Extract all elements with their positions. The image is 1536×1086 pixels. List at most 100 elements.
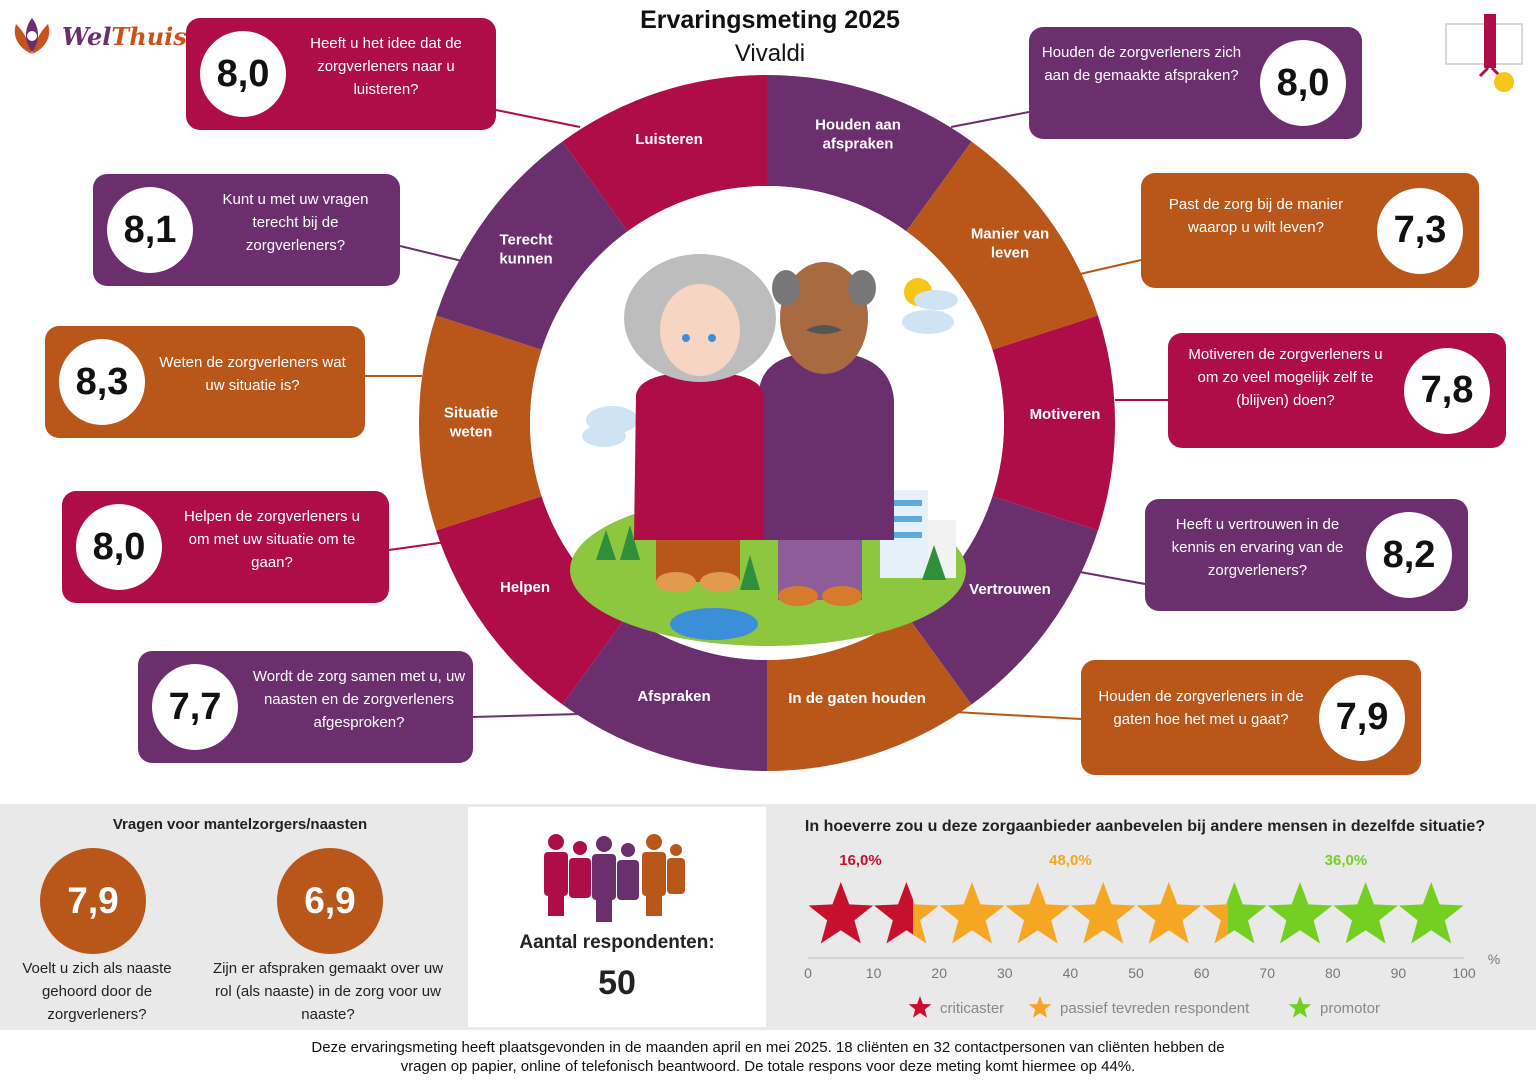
footer-line-1: Deze ervaringsmeting heeft plaatsgevonde… — [311, 1039, 1225, 1056]
score-card: 8,1 Kunt u met uw vragen terecht bij de z… — [93, 174, 400, 286]
respondents-label: Aantal respondenten: — [519, 932, 715, 953]
ring-segment-label: Vertrouwen — [969, 581, 1051, 598]
score-card: 8,0 Helpen de zorgverleners u om met uw s… — [62, 491, 389, 603]
mantelzorg-question-2: Zijn er afspraken gemaakt over uw rol (a… — [212, 960, 444, 1023]
score-value: 8,1 — [107, 187, 193, 273]
rating-star — [874, 882, 939, 944]
score-question: Weten de zorgverleners wat uw situatie i… — [159, 354, 346, 394]
percentage-label: 16,0% — [839, 852, 882, 869]
score-question: Houden de zorgverleners zich aan de gema… — [1041, 44, 1242, 84]
recommend-chart: 16,0% 48,0% 36,0% 0 10 20 30 40 50 60 70 80 90 100% cr… — [804, 852, 1500, 1018]
page-subtitle: Vivaldi — [734, 40, 806, 67]
ring-segment-label: Afspraken — [637, 688, 710, 705]
x-tick-label: 100 — [1452, 965, 1476, 981]
score-question: Kunt u met uw vragen terecht bij de zorg… — [222, 191, 369, 254]
score-value: 8,2 — [1366, 512, 1452, 598]
rating-star — [808, 882, 874, 944]
mantelzorg-score-1: 7,9 — [40, 848, 146, 954]
ring-segment-label: Manier van leven — [971, 225, 1049, 261]
ring-segment — [562, 614, 767, 771]
mantelzorg-question-1: Voelt u zich als naaste gehoord door de … — [22, 960, 172, 1023]
footer-note: Deze ervaringsmeting heeft plaatsgevonde… — [200, 1038, 1336, 1076]
score-card: 8,0 Houden de zorgverleners zich aan de g… — [1029, 27, 1362, 139]
respondents-panel — [468, 807, 766, 1027]
flower-logo-icon — [14, 18, 50, 54]
elderly-couple-illustration — [570, 254, 966, 646]
welthuis-logo: WelThuis — [8, 14, 187, 58]
score-value: 8,3 — [59, 339, 145, 425]
rating-star — [1398, 882, 1464, 944]
legend-star-icon — [1028, 996, 1052, 1018]
ring-segment-label: Luisteren — [635, 131, 703, 148]
score-question: Past de zorg bij de manier waarop u wilt… — [1168, 196, 1344, 236]
ring-segment — [436, 141, 628, 350]
connector-line — [399, 245, 463, 262]
rating-star — [1267, 882, 1333, 944]
ring-segment — [562, 75, 767, 232]
footer-line-2: vragen op papier, online of telefonisch … — [400, 1058, 1136, 1075]
score-value: 7,3 — [1377, 187, 1463, 274]
rating-star — [939, 882, 1005, 944]
connector-line — [1079, 571, 1146, 585]
score-card: 8,2 Heeft u vertrouwen in de kennis en er… — [1145, 499, 1468, 611]
percentage-label: 48,0% — [1049, 852, 1092, 869]
x-tick-label: 20 — [931, 965, 947, 981]
score-question: Helpen de zorgverleners u om met uw situ… — [184, 508, 360, 571]
score-value: 8,0 — [76, 504, 162, 590]
ring-segment — [906, 141, 1098, 350]
score-card: 7,9 Houden de zorgverleners in de gaten h… — [1081, 660, 1421, 775]
x-tick-label: 70 — [1259, 965, 1275, 981]
ring-segment-label: Situatie weten — [444, 404, 498, 440]
rating-star — [1005, 882, 1070, 944]
connector-lines — [365, 109, 1168, 720]
rating-star — [1333, 882, 1398, 944]
x-tick-label: 10 — [866, 965, 882, 981]
facit-logo-icon — [1445, 14, 1523, 92]
score-card: 7,3 Past de zorg bij de manier waarop u w… — [1141, 173, 1479, 288]
score-question: Wordt de zorg samen met u, uw naasten en… — [252, 668, 466, 731]
x-tick-label: 60 — [1194, 965, 1210, 981]
legend-star-icon — [1288, 996, 1312, 1018]
page-title: Ervaringsmeting 2025 — [640, 6, 900, 34]
connector-line — [950, 111, 1030, 128]
ring-segment — [767, 614, 972, 771]
score-value: 8,0 — [200, 31, 286, 117]
connector-line — [388, 541, 447, 551]
rating-star — [1070, 882, 1136, 944]
connector-line — [954, 711, 1082, 720]
ring-segments — [418, 75, 1115, 771]
mantelzorg-score-2: 6,9 — [277, 848, 383, 954]
ring-segment-label: Houden aan afspraken — [815, 116, 901, 152]
x-tick-label: 30 — [997, 965, 1013, 981]
score-question: Heeft u het idee dat de zorgverleners na… — [310, 35, 462, 98]
connector-line — [1079, 259, 1142, 275]
connector-line — [495, 109, 581, 128]
x-tick-label: 90 — [1391, 965, 1407, 981]
x-tick-label: 80 — [1325, 965, 1341, 981]
ring-segment-label: Terecht kunnen — [499, 231, 552, 267]
legend-label: criticaster — [940, 1000, 1004, 1017]
legend-label: promotor — [1320, 1000, 1380, 1017]
rating-star — [1202, 882, 1267, 944]
rating-star — [1136, 882, 1202, 944]
logo-wel-text: Wel — [62, 21, 112, 51]
ring-segment — [906, 496, 1098, 705]
score-value: 7,9 — [1319, 674, 1405, 761]
logo-thuis-text: Thuis — [111, 21, 187, 51]
x-tick-label: 40 — [1063, 965, 1079, 981]
score-question: Heeft u vertrouwen in de kennis en ervar… — [1171, 516, 1344, 579]
ring-segment-label: Helpen — [500, 579, 550, 596]
ring-segment — [767, 75, 972, 232]
ring-diagram: Luisteren Houden aan afspraken Manier van le… — [365, 75, 1168, 771]
score-card: 8,0 Heeft u het idee dat de zorgverleners… — [186, 18, 496, 130]
ring-segment — [436, 496, 628, 705]
respondents-count: 50 — [598, 964, 636, 1002]
score-question: Motiveren de zorgverleners u om zo veel … — [1188, 346, 1383, 409]
legend-star-icon — [908, 996, 932, 1018]
ring-segment-label: In de gaten houden — [788, 690, 926, 707]
bottom-panel — [0, 804, 1536, 1030]
score-card: 7,7 Wordt de zorg samen met u, uw naasten… — [138, 651, 473, 763]
x-tick-label: 0 — [804, 965, 812, 981]
score-value: 7,7 — [152, 664, 238, 750]
score-value: 7,8 — [1404, 347, 1490, 434]
